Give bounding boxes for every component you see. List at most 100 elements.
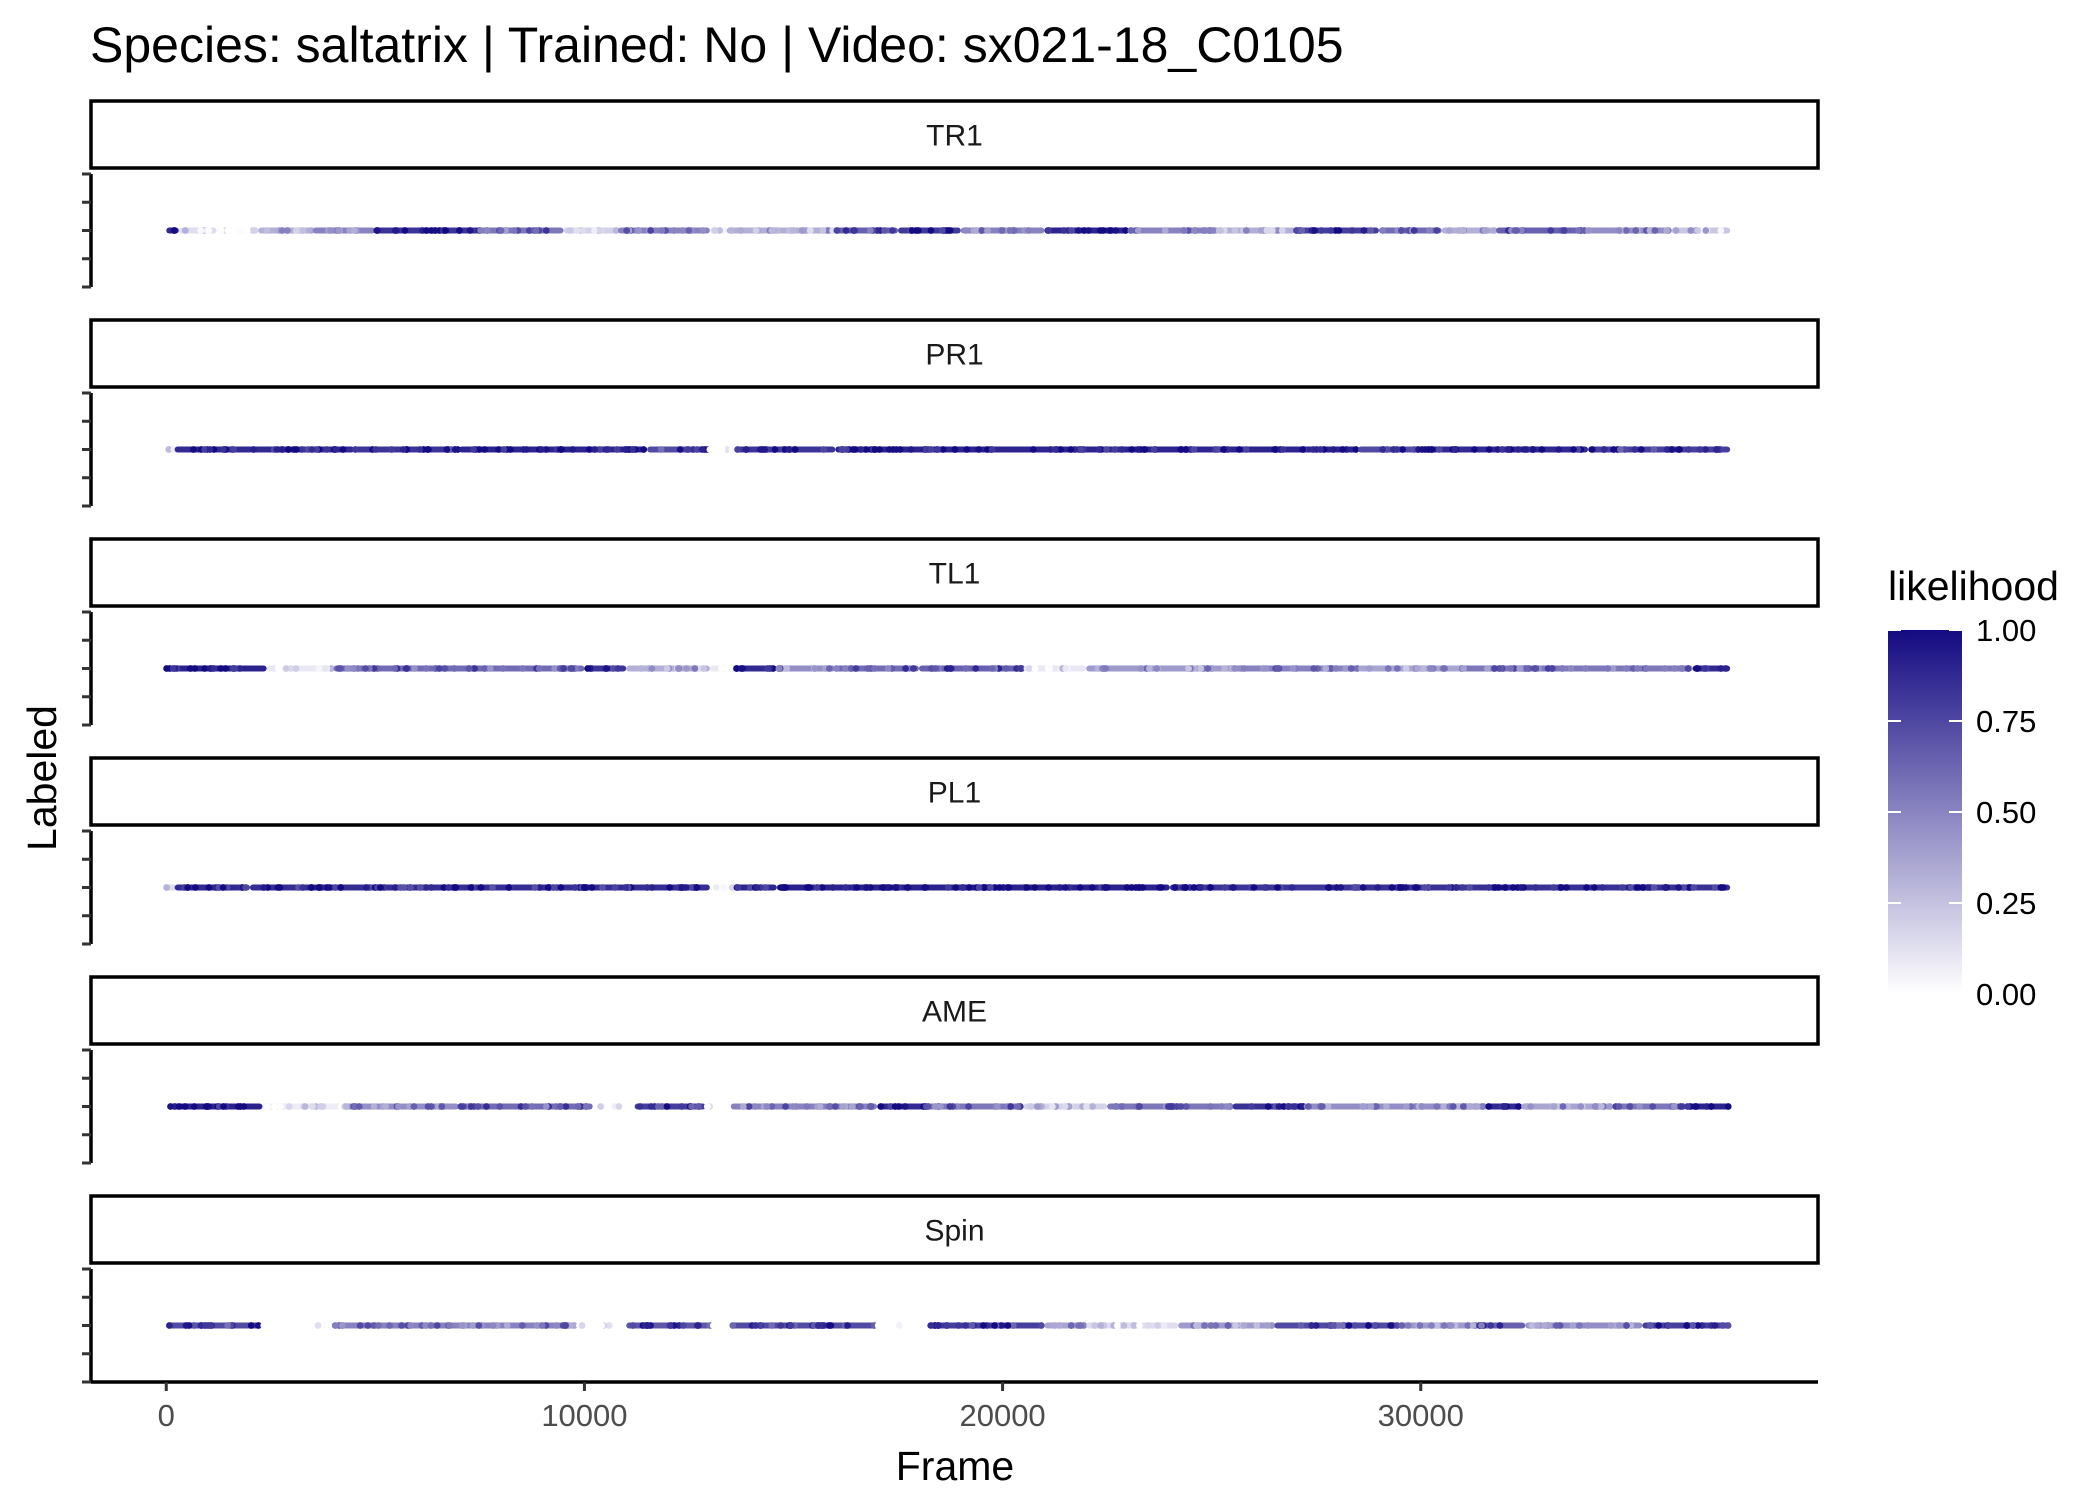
frame-point [987,884,994,891]
frame-point [1711,1322,1719,1329]
frame-point [1610,446,1617,453]
frame-point [1102,665,1110,672]
frame-point [1372,1103,1380,1110]
frame-point [197,1322,205,1329]
frame-point [217,227,225,234]
frame-point [963,446,971,453]
frame-point [771,446,779,453]
frame-point [452,884,460,891]
frame-point [1590,884,1598,891]
frame-point [842,227,850,234]
frame-point [410,1103,418,1110]
frame-point [307,884,315,891]
frame-point [1650,884,1658,891]
frame-point [1604,665,1612,672]
frame-point [355,1103,363,1110]
frame-point [644,1322,651,1329]
frame-point [1724,1103,1732,1110]
frame-point [424,446,431,453]
frame-point [1719,1322,1727,1329]
frame-point [1260,884,1268,891]
frame-point [1117,1103,1125,1110]
frame-point [927,227,935,234]
frame-point [1033,1103,1041,1110]
frame-point [1702,446,1709,453]
frame-point [1499,446,1506,453]
frame-point [391,227,399,234]
frame-point [844,1322,851,1329]
frame-point [314,1322,322,1329]
frame-point [908,227,916,234]
frame-point [1171,884,1179,891]
frame-point [243,227,251,234]
frame-point [1523,446,1530,453]
frame-point [1487,1322,1495,1329]
frame-point [887,1322,895,1329]
frame-point [588,884,596,891]
frame-point [323,446,331,453]
frame-point [947,665,955,672]
frame-point [1398,1322,1406,1329]
frame-point [752,227,760,234]
frame-point [569,446,577,453]
frame-point [1348,227,1356,234]
frame-point [1047,446,1054,453]
frame-point [1051,446,1059,453]
frame-point [181,227,189,234]
frame-point [663,665,671,672]
frame-point [693,446,701,453]
frame-point [978,227,986,234]
frame-point [1077,446,1085,453]
frame-point [1471,446,1478,453]
frame-point [424,1103,432,1110]
frame-point [737,227,745,234]
frame-point [763,1103,771,1110]
frame-point [1555,446,1563,453]
frame-point [924,1103,932,1110]
frame-point [853,884,861,891]
frame-point [1101,884,1109,891]
frame-point [1464,1322,1472,1329]
frame-point [1398,227,1405,234]
frame-point [567,665,575,672]
frame-point [1684,665,1692,672]
frame-point [1511,227,1519,234]
frame-point [190,1322,198,1329]
likelihood-segment [1588,227,1672,234]
frame-point [438,1103,446,1110]
frame-point [1399,446,1406,453]
frame-point [428,884,435,891]
frame-point [789,1103,797,1110]
frame-point [806,227,814,234]
frame-point [1134,446,1142,453]
frame-point [398,1322,405,1329]
frame-point [1577,1103,1585,1110]
frame-point [287,665,295,672]
frame-point [1263,227,1271,234]
frame-point [1371,1322,1379,1329]
frame-point [542,1103,550,1110]
frame-point [583,1103,590,1110]
frame-point [1396,884,1404,891]
frame-point [1671,665,1678,672]
frame-point [260,884,268,891]
frame-point [1274,884,1281,891]
facet-strip-label: PL1 [928,777,981,810]
frame-point [441,665,449,672]
frame-point [657,446,665,453]
legend-tick-label: 0.00 [1976,977,2036,1012]
frame-point [1393,446,1401,453]
frame-point [932,665,940,672]
frame-point [857,1103,864,1110]
frame-point [927,446,935,453]
frame-point [1305,1103,1312,1110]
frame-point [1496,665,1503,672]
frame-point [629,1322,637,1329]
frame-point [274,884,282,891]
frame-point [285,1103,293,1110]
frame-point [620,1322,628,1329]
frame-point [1207,1103,1214,1110]
frame-point [833,227,841,234]
frame-point [1317,446,1324,453]
frame-point [832,1103,839,1110]
